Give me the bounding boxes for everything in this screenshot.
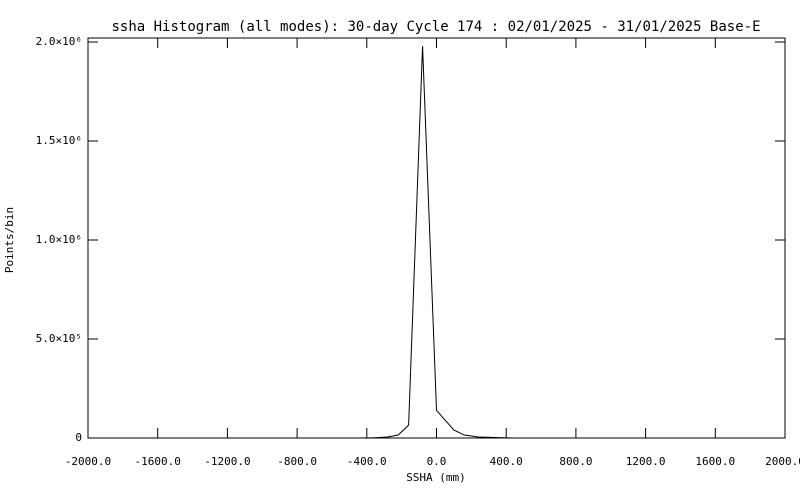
y-tick-label: 5.0×10⁵ [36,332,82,345]
chart-title: ssha Histogram (all modes): 30-day Cycle… [111,19,760,35]
y-tick-label: 0 [75,431,82,444]
x-tick-label: -800.0 [277,455,317,468]
y-tick-label: 1.0×10⁶ [36,233,82,246]
y-tick-label: 1.5×10⁶ [36,134,82,147]
histogram-line [359,45,514,439]
y-tick-label: 2.0×10⁶ [36,35,82,48]
x-tick-label: 0.0 [427,455,447,468]
x-axis-label: SSHA (mm) [406,471,466,484]
x-tick-label: 800.0 [559,455,592,468]
x-tick-label: 2000.0 [765,455,800,468]
x-tick-label: -2000.0 [65,455,111,468]
x-tick-label: -1200.0 [204,455,250,468]
x-tick-label: 1600.0 [695,455,735,468]
x-tick-label: 1200.0 [626,455,666,468]
x-tick-label: -1600.0 [135,455,181,468]
y-axis-label: Points/bin [3,207,16,273]
x-tick-label: 400.0 [490,455,523,468]
x-tick-label: -400.0 [347,455,387,468]
